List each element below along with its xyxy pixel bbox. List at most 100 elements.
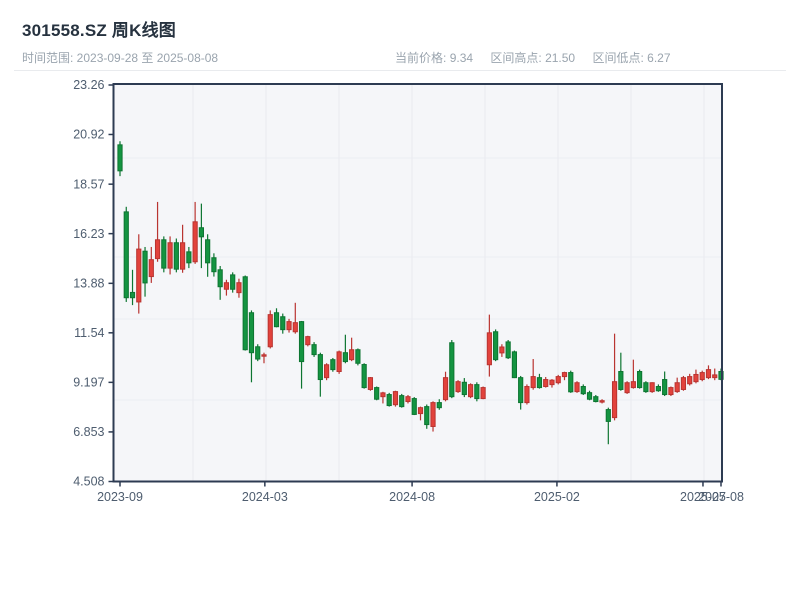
candle <box>336 350 342 374</box>
candle-body <box>455 381 461 393</box>
y-tick-label: 20.92 <box>73 128 104 142</box>
candle <box>405 394 411 404</box>
candle <box>311 342 317 357</box>
candle <box>643 381 649 393</box>
candle-body <box>242 276 248 351</box>
candle-body <box>386 394 392 407</box>
candle <box>236 278 242 298</box>
candle <box>142 246 148 297</box>
candle <box>618 352 624 391</box>
candle-body <box>637 371 643 389</box>
candle <box>323 363 330 381</box>
candle <box>699 370 705 382</box>
x-tick-label: 2024-03 <box>242 490 288 504</box>
candle <box>399 393 405 408</box>
candle-body <box>699 372 705 381</box>
candle-body <box>180 242 186 270</box>
y-tick-label: 18.57 <box>73 177 104 191</box>
candle-body <box>211 257 217 273</box>
candle <box>386 392 392 407</box>
candle <box>330 357 336 372</box>
candle <box>493 329 499 362</box>
candle <box>180 224 186 273</box>
candle-body <box>474 384 480 400</box>
page-title: 301558.SZ 周K线图 <box>22 21 176 40</box>
candle <box>668 386 674 397</box>
candle <box>211 253 217 277</box>
candle <box>148 246 154 283</box>
candle-body <box>205 239 211 264</box>
y-tick-label: 4.508 <box>73 475 104 489</box>
candle <box>349 337 355 362</box>
candle <box>499 344 505 357</box>
candle <box>267 310 273 349</box>
candle-body <box>624 382 630 394</box>
candle <box>436 399 442 410</box>
candle <box>549 379 555 388</box>
candle-body <box>524 386 530 404</box>
candle <box>273 308 280 328</box>
candle <box>561 371 568 381</box>
candle-body <box>117 144 123 172</box>
candle-body <box>136 248 142 303</box>
candle-body <box>355 349 361 364</box>
candle-body <box>687 376 693 385</box>
candle <box>662 371 668 397</box>
candle <box>117 141 123 177</box>
candle-body <box>392 391 399 406</box>
candle-body <box>186 251 192 264</box>
candle-body <box>330 359 336 371</box>
candle-body <box>543 379 549 388</box>
header-divider <box>14 70 786 71</box>
candle-body <box>173 242 179 270</box>
candle-body <box>255 346 261 360</box>
candle <box>298 320 305 389</box>
candle-body <box>248 312 255 354</box>
candle <box>286 318 292 333</box>
candle <box>411 397 417 416</box>
candle-body <box>693 373 699 383</box>
candle <box>154 201 161 262</box>
candle-body <box>486 332 492 366</box>
candle <box>693 369 699 384</box>
candle <box>317 352 323 397</box>
candle-body <box>655 386 661 392</box>
candle <box>480 386 486 400</box>
candle <box>223 279 230 296</box>
candle <box>611 333 618 421</box>
candle <box>167 236 173 275</box>
candle <box>192 201 198 264</box>
candle <box>637 369 643 389</box>
candle-body <box>399 395 405 408</box>
candle-body <box>536 377 543 389</box>
candle <box>242 275 248 351</box>
candle <box>524 384 530 405</box>
candle-body <box>223 282 230 290</box>
candle <box>649 382 655 393</box>
candle-body <box>599 400 605 403</box>
candle-body <box>630 381 636 389</box>
candle <box>392 390 399 407</box>
candle-body <box>461 381 467 396</box>
candle-body <box>530 376 536 389</box>
candle <box>455 380 461 393</box>
candle <box>417 406 424 421</box>
candle <box>486 314 492 377</box>
candle-body <box>148 259 154 278</box>
x-tick-label: 2025-08 <box>698 490 744 504</box>
candle-body <box>192 221 198 263</box>
candle-body <box>605 409 611 422</box>
candle <box>430 401 436 432</box>
candle <box>518 375 524 410</box>
candle <box>674 377 680 393</box>
candle-body <box>662 379 668 396</box>
candle <box>605 407 611 445</box>
candle <box>205 234 211 277</box>
plot-area <box>113 84 722 482</box>
candle-body <box>198 227 204 238</box>
candle-body <box>417 407 424 415</box>
candle-body <box>342 352 348 363</box>
